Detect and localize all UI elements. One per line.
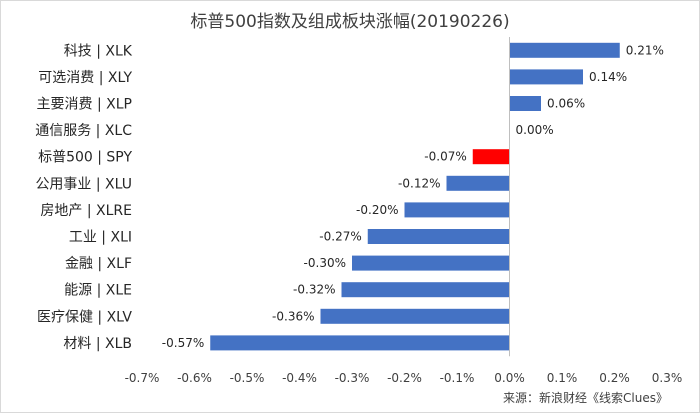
x-tick-label: -0.3% — [335, 371, 370, 385]
category-label: 房地产 | XLRE — [40, 203, 132, 219]
bar — [367, 229, 510, 244]
bar — [509, 96, 541, 111]
data-label: -0.07% — [424, 150, 466, 164]
data-labels: 0.21% 0.14% 0.06% 0.00% -0.07% -0.12%-0.20% -0… — [162, 43, 664, 350]
x-tick-label: 0.1% — [547, 371, 578, 385]
category-label: 公用事业 | XLU — [35, 176, 132, 192]
data-label: 0.00% — [516, 123, 554, 137]
category-label: 医疗保健 | XLV — [37, 309, 132, 325]
data-label: 0.14% — [589, 70, 627, 84]
bar — [509, 69, 583, 85]
category-label: 主要消费 | XLP — [37, 97, 132, 113]
bar — [509, 42, 620, 58]
bar — [472, 149, 510, 165]
x-tick-label: -0.7% — [125, 371, 160, 385]
category-label: 工业 | XLI — [69, 230, 132, 246]
category-label: 标普500 | SPY — [38, 150, 132, 166]
bar — [352, 255, 510, 271]
data-label: 0.21% — [626, 43, 664, 57]
x-tick-label: -0.4% — [282, 371, 317, 385]
data-label: -0.36% — [272, 309, 314, 323]
data-label: -0.12% — [398, 176, 440, 190]
bar — [341, 282, 510, 298]
data-label: -0.30% — [304, 256, 346, 270]
source-note: 来源：新浪财经《线索Clues》 — [503, 390, 668, 405]
data-label: -0.57% — [162, 336, 204, 350]
category-label: 可选消费 | XLY — [38, 70, 132, 86]
category-label: 科技 | XLK — [64, 43, 133, 59]
category-label: 能源 | XLE — [64, 283, 132, 299]
x-tick-label: 0.3% — [652, 371, 683, 385]
category-label: 材料 | XLB — [63, 336, 132, 352]
data-label: -0.27% — [319, 230, 361, 244]
category-label: 通信服务 | XLC — [35, 123, 132, 139]
category-labels: 科技 | XLK 可选消费 | XLY 主要消费 | XLP 通信服务 | XLC 标普… — [35, 43, 133, 352]
data-label: 0.06% — [547, 97, 585, 111]
bar — [446, 175, 510, 191]
bar — [320, 308, 510, 324]
x-tick-label: -0.2% — [387, 371, 422, 385]
x-tick-label: 0.0% — [494, 371, 525, 385]
x-tick-label: -0.6% — [177, 371, 212, 385]
category-label: 金融 | XLF — [65, 256, 132, 272]
bars-group — [210, 42, 620, 351]
bar — [210, 335, 510, 351]
x-axis-ticks: -0.7% -0.6% -0.5% -0.4% -0.3% -0.2% -0.1% 0.0% 0… — [125, 371, 683, 385]
x-tick-label: -0.1% — [440, 371, 475, 385]
data-label: -0.32% — [293, 283, 335, 297]
x-tick-label: -0.5% — [230, 371, 265, 385]
chart-title: 标普500指数及组成板块涨幅(20190226) — [190, 12, 509, 32]
data-label: -0.20% — [356, 203, 398, 217]
bar — [404, 202, 510, 218]
x-tick-label: 0.2% — [599, 371, 630, 385]
